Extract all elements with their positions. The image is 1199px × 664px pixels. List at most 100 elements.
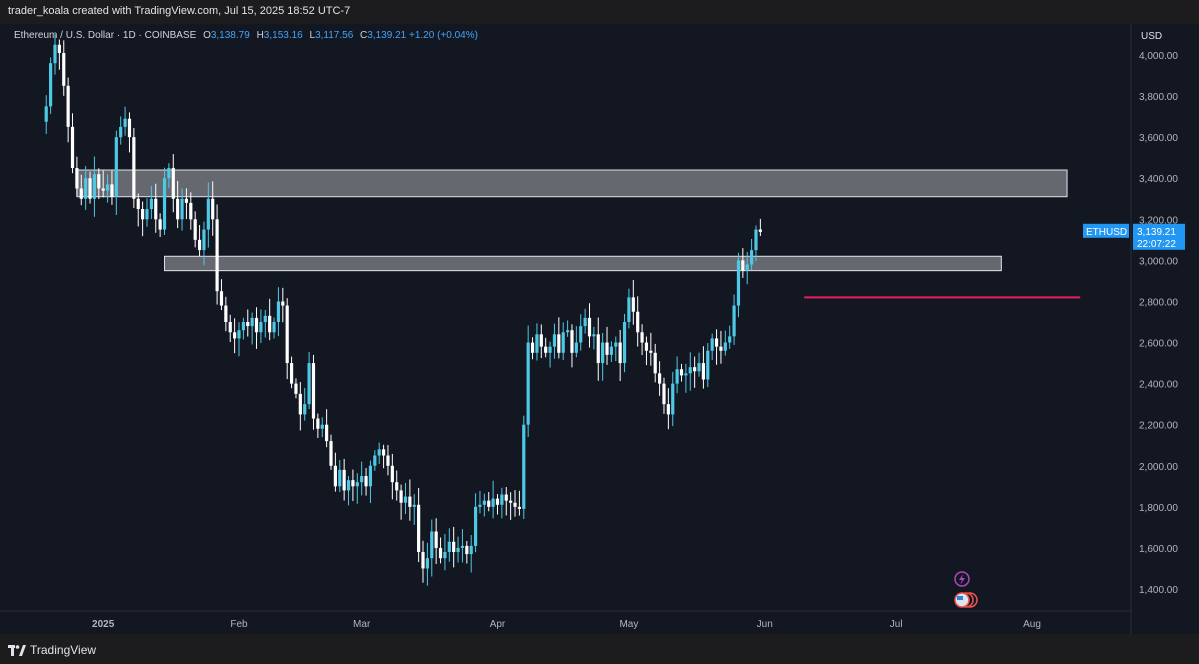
candle[interactable] [281, 287, 285, 323]
candle[interactable] [320, 417, 324, 438]
candle[interactable] [66, 77, 70, 143]
candle[interactable] [311, 354, 316, 430]
candle[interactable] [259, 309, 263, 344]
candle[interactable] [609, 341, 614, 362]
candle[interactable] [154, 183, 158, 233]
candle[interactable] [478, 490, 482, 514]
candle[interactable] [44, 95, 48, 134]
candle[interactable] [417, 487, 421, 563]
candle[interactable] [552, 323, 557, 359]
candle[interactable] [679, 363, 684, 382]
candle[interactable] [509, 492, 513, 520]
candle[interactable] [285, 298, 289, 380]
candle[interactable] [298, 382, 302, 431]
candle[interactable] [504, 487, 508, 516]
candle[interactable] [399, 484, 403, 520]
candle[interactable] [605, 326, 609, 365]
candle[interactable] [487, 492, 491, 512]
candle[interactable] [636, 296, 640, 347]
candle[interactable] [75, 156, 79, 196]
candle[interactable] [653, 343, 657, 383]
candle[interactable] [403, 482, 408, 515]
candle[interactable] [473, 493, 478, 553]
candle[interactable] [381, 444, 386, 469]
candle[interactable] [570, 324, 574, 368]
candle[interactable] [303, 387, 307, 421]
supply-zone[interactable] [164, 255, 1002, 272]
candle[interactable] [276, 287, 281, 337]
candle[interactable] [447, 528, 451, 562]
symbol-title[interactable]: Ethereum / U.S. Dollar · 1D · COINBASE [14, 30, 197, 41]
candle[interactable] [693, 356, 697, 388]
candle[interactable] [189, 192, 193, 230]
candle[interactable] [364, 468, 368, 496]
candle[interactable] [579, 314, 583, 351]
candle[interactable] [750, 238, 754, 270]
candle[interactable] [110, 170, 114, 205]
candle[interactable] [254, 307, 259, 349]
candle[interactable] [469, 535, 473, 573]
candle[interactable] [561, 322, 565, 361]
candle[interactable] [79, 174, 83, 206]
candle[interactable] [268, 298, 272, 341]
candle[interactable] [583, 308, 587, 334]
candle[interactable] [530, 337, 535, 360]
candle[interactable] [390, 453, 394, 500]
candle[interactable] [452, 526, 456, 568]
candle[interactable] [250, 312, 254, 345]
candle[interactable] [714, 329, 719, 365]
candle[interactable] [333, 452, 337, 492]
candle[interactable] [307, 351, 311, 410]
supply-zone[interactable] [76, 169, 1068, 198]
currency-label[interactable]: USD [1141, 31, 1163, 42]
candle[interactable] [662, 377, 666, 414]
candle[interactable] [587, 303, 592, 348]
candle[interactable] [596, 317, 600, 381]
candle[interactable] [675, 356, 679, 394]
candle[interactable] [688, 352, 692, 391]
candle[interactable] [425, 542, 429, 586]
candle[interactable] [211, 181, 215, 236]
candle[interactable] [421, 540, 425, 583]
candle[interactable] [373, 450, 377, 471]
candle[interactable] [92, 156, 97, 217]
candle[interactable] [745, 251, 749, 285]
candle[interactable] [49, 57, 53, 114]
candle[interactable] [202, 221, 206, 266]
candle[interactable] [517, 490, 521, 516]
candle[interactable] [618, 329, 622, 382]
candle[interactable] [193, 211, 197, 248]
candle[interactable] [316, 413, 320, 439]
candle[interactable] [491, 480, 495, 519]
candle[interactable] [377, 442, 381, 464]
event-icons[interactable] [954, 571, 978, 608]
candle[interactable] [754, 225, 758, 262]
candle[interactable] [184, 188, 189, 220]
candle[interactable] [386, 445, 390, 476]
candle[interactable] [360, 461, 364, 496]
candle[interactable] [114, 130, 118, 215]
candle[interactable] [627, 288, 631, 329]
candle[interactable] [495, 494, 500, 515]
candle[interactable] [741, 248, 745, 278]
candle[interactable] [145, 198, 149, 227]
candle[interactable] [105, 174, 110, 203]
candle[interactable] [176, 180, 180, 229]
candle[interactable] [728, 325, 732, 349]
candle[interactable] [180, 188, 184, 231]
candle[interactable] [513, 490, 517, 517]
candle[interactable] [671, 371, 675, 427]
candle[interactable] [548, 341, 552, 368]
candle[interactable] [574, 326, 578, 358]
candle[interactable] [649, 332, 653, 366]
candle[interactable] [368, 460, 373, 504]
candle[interactable] [149, 185, 153, 219]
candle[interactable] [500, 487, 504, 519]
candle[interactable] [614, 336, 618, 362]
candle[interactable] [697, 352, 701, 377]
candle[interactable] [443, 533, 447, 571]
candle[interactable] [732, 294, 736, 345]
candle[interactable] [263, 309, 267, 338]
candle[interactable] [132, 127, 136, 208]
candle[interactable] [736, 252, 741, 318]
